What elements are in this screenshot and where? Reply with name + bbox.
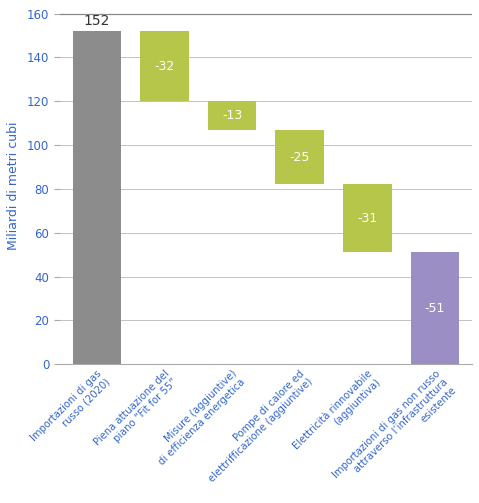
Text: -13: -13 xyxy=(222,109,242,122)
Bar xyxy=(208,101,256,130)
Bar xyxy=(72,31,121,364)
Text: -31: -31 xyxy=(357,212,377,225)
Bar xyxy=(411,253,459,364)
Bar xyxy=(140,31,189,101)
Text: -32: -32 xyxy=(154,60,174,72)
Y-axis label: Miliardi di metri cubi: Miliardi di metri cubi xyxy=(7,121,20,250)
Text: -51: -51 xyxy=(425,302,445,315)
Text: 152: 152 xyxy=(84,14,110,28)
Bar xyxy=(275,130,324,185)
Bar xyxy=(343,185,392,253)
Text: -25: -25 xyxy=(289,150,310,163)
